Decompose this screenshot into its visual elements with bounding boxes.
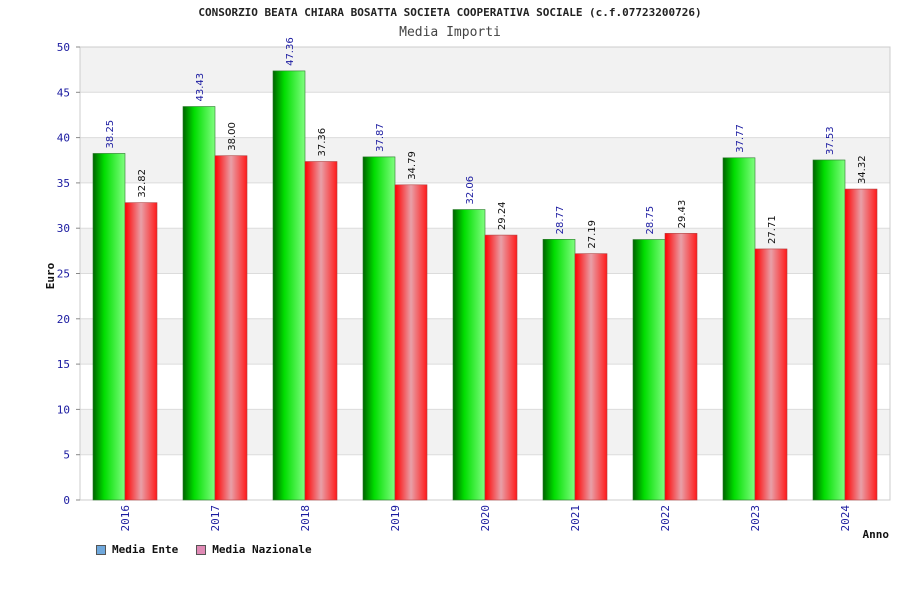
data-label: 38.00 — [227, 122, 238, 151]
bar-media-nazionale — [124, 202, 158, 501]
legend-swatch-ente — [96, 544, 106, 555]
chart-subtitle: Media Importi — [399, 25, 501, 40]
data-label: 28.77 — [555, 206, 566, 235]
y-tick-label: 25 — [57, 268, 70, 281]
legend-swatch-nazionale — [196, 544, 207, 555]
x-tick-label: 2019 — [389, 505, 402, 532]
bar-media-nazionale — [754, 248, 788, 501]
data-label: 43.43 — [195, 73, 206, 102]
data-label: 47.36 — [285, 37, 296, 66]
bar-media-nazionale — [394, 184, 428, 501]
x-tick-label: 2018 — [299, 505, 312, 532]
bar-media-ente — [362, 156, 396, 501]
bar-media-nazionale — [664, 233, 698, 501]
y-tick-label: 20 — [57, 313, 70, 326]
y-tick-label: 40 — [57, 132, 70, 145]
bar-media-ente — [182, 106, 216, 501]
bar-media-nazionale — [574, 253, 608, 501]
y-tick-label: 10 — [57, 403, 70, 416]
plot-band — [80, 47, 890, 93]
x-tick-label: 2024 — [839, 505, 852, 532]
data-label: 29.24 — [497, 201, 508, 230]
bar-media-nazionale — [844, 188, 878, 501]
data-label: 29.43 — [677, 200, 688, 229]
legend-label-nazionale: Media Nazionale — [212, 543, 312, 556]
x-axis-ticks: 2016 2017 2018 2019 2020 2021 2022 2023 2024 — [119, 505, 852, 532]
bar-media-ente — [812, 159, 846, 501]
data-label: 38.25 — [105, 120, 116, 149]
bar-media-nazionale — [484, 234, 518, 501]
x-axis-label: Anno — [863, 528, 890, 541]
data-label: 37.53 — [825, 126, 836, 155]
y-axis-ticks: 0 5 10 15 20 25 30 35 40 45 50 — [57, 41, 80, 507]
y-tick-label: 45 — [57, 86, 70, 99]
bar-media-nazionale — [214, 155, 248, 501]
data-label: 34.32 — [857, 155, 868, 184]
legend-item-ente: Media Ente — [96, 543, 178, 556]
x-tick-label: 2022 — [659, 505, 672, 532]
x-tick-label: 2017 — [209, 505, 222, 532]
data-label: 27.71 — [767, 215, 778, 244]
legend-label-ente: Media Ente — [112, 543, 179, 556]
x-tick-label: 2023 — [749, 505, 762, 532]
y-axis-label: Euro — [44, 262, 57, 289]
bar-media-ente — [542, 239, 576, 501]
bar-media-ente — [452, 209, 486, 501]
y-tick-label: 35 — [57, 177, 70, 190]
y-tick-label: 5 — [63, 449, 70, 462]
y-tick-label: 0 — [63, 494, 70, 507]
legend-item-nazionale: Media Nazionale — [196, 543, 312, 556]
x-tick-label: 2021 — [569, 505, 582, 532]
x-tick-label: 2020 — [479, 505, 492, 532]
data-label: 32.06 — [465, 176, 476, 205]
data-label: 37.36 — [317, 128, 328, 157]
y-tick-label: 50 — [57, 41, 70, 54]
data-label: 27.19 — [587, 220, 598, 249]
data-label: 34.79 — [407, 151, 418, 180]
bar-media-ente — [632, 239, 666, 501]
x-tick-label: 2016 — [119, 505, 132, 532]
legend: Media Ente Media Nazionale — [96, 543, 312, 556]
data-label: 32.82 — [137, 169, 148, 198]
data-label: 28.75 — [645, 206, 656, 235]
bar-media-nazionale — [304, 161, 338, 501]
bar-media-ente — [722, 157, 756, 501]
bars: 38.25 32.82 43.43 38.00 47.36 37.36 37.87 34.79… — [92, 37, 878, 501]
chart-title: CONSORZIO BEATA CHIARA BOSATTA SOCIETA C… — [198, 6, 702, 19]
y-tick-label: 15 — [57, 358, 70, 371]
bar-media-ente — [272, 70, 306, 501]
data-label: 37.87 — [375, 123, 386, 152]
data-label: 37.77 — [735, 124, 746, 153]
bar-media-ente — [92, 153, 126, 501]
y-tick-label: 30 — [57, 222, 70, 235]
